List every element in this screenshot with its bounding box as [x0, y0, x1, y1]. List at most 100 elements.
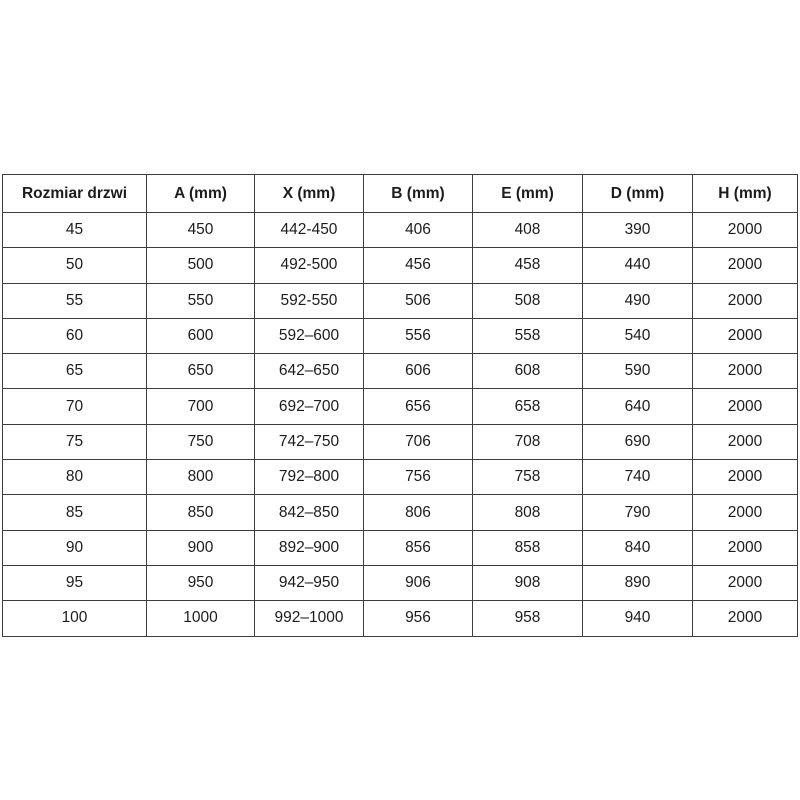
table-cell: 2000	[692, 423, 798, 461]
table-cell: 2000	[692, 529, 798, 566]
table-cell: 65	[2, 353, 147, 390]
table-cell: 100	[2, 600, 147, 637]
table-cell: 2000	[692, 459, 798, 496]
table-cell: 858	[472, 529, 583, 566]
table-cell: 508	[472, 282, 583, 319]
table-cell: 90	[2, 529, 147, 566]
table-row: 50 500 492-500 456 458 440 2000	[2, 247, 798, 284]
table-cell: 806	[363, 494, 473, 531]
table-cell: 842–850	[254, 494, 364, 531]
table-cell: 756	[363, 459, 473, 496]
table-cell: 800	[146, 459, 255, 496]
table-cell: 558	[472, 317, 583, 355]
column-header: X (mm)	[254, 174, 364, 213]
column-header: Rozmiar drzwi	[2, 174, 147, 213]
table-cell: 908	[472, 564, 583, 602]
table-cell: 406	[363, 211, 473, 249]
table-cell: 992–1000	[254, 600, 364, 637]
table-cell: 408	[472, 211, 583, 249]
column-header: H (mm)	[692, 174, 798, 213]
table-cell: 950	[146, 564, 255, 602]
table-cell: 458	[472, 247, 583, 284]
column-header: A (mm)	[146, 174, 255, 213]
table-cell: 2000	[692, 494, 798, 531]
table-cell: 942–950	[254, 564, 364, 602]
table-cell: 658	[472, 388, 583, 425]
table-row: 45 450 442-450 406 408 390 2000	[2, 211, 798, 249]
table-cell: 70	[2, 388, 147, 425]
table-cell: 45	[2, 211, 147, 249]
table-cell: 892–900	[254, 529, 364, 566]
table-cell: 900	[146, 529, 255, 566]
column-header: D (mm)	[582, 174, 693, 213]
table-cell: 740	[582, 459, 693, 496]
table-cell: 492-500	[254, 247, 364, 284]
table-cell: 2000	[692, 564, 798, 602]
table-cell: 590	[582, 353, 693, 390]
door-size-table: Rozmiar drzwi A (mm) X (mm) B (mm) E (mm) D (…	[2, 174, 798, 637]
table-row: 55 550 592-550 506 508 490 2000	[2, 282, 798, 319]
table-cell: 708	[472, 423, 583, 461]
table-cell: 906	[363, 564, 473, 602]
table-cell: 2000	[692, 211, 798, 249]
table-cell: 790	[582, 494, 693, 531]
table-row: 60 600 592–600 556 558 540 2000	[2, 317, 798, 355]
table-cell: 700	[146, 388, 255, 425]
table-cell: 60	[2, 317, 147, 355]
table-cell: 940	[582, 600, 693, 637]
table-cell: 442-450	[254, 211, 364, 249]
table-cell: 850	[146, 494, 255, 531]
table-row: 95 950 942–950 906 908 890 2000	[2, 564, 798, 602]
table-cell: 592-550	[254, 282, 364, 319]
table-cell: 1000	[146, 600, 255, 637]
table-cell: 2000	[692, 317, 798, 355]
table-cell: 2000	[692, 388, 798, 425]
table-cell: 956	[363, 600, 473, 637]
table-cell: 2000	[692, 247, 798, 284]
table-cell: 556	[363, 317, 473, 355]
table-cell: 456	[363, 247, 473, 284]
table-cell: 656	[363, 388, 473, 425]
table-cell: 706	[363, 423, 473, 461]
table-cell: 540	[582, 317, 693, 355]
table-cell: 592–600	[254, 317, 364, 355]
table-row: 80 800 792–800 756 758 740 2000	[2, 459, 798, 496]
table-cell: 2000	[692, 353, 798, 390]
table-cell: 2000	[692, 600, 798, 637]
table-cell: 958	[472, 600, 583, 637]
table-cell: 506	[363, 282, 473, 319]
table-cell: 856	[363, 529, 473, 566]
table-cell: 640	[582, 388, 693, 425]
table-cell: 85	[2, 494, 147, 531]
table-cell: 890	[582, 564, 693, 602]
table-row: 90 900 892–900 856 858 840 2000	[2, 529, 798, 566]
table-cell: 642–650	[254, 353, 364, 390]
table-row: 85 850 842–850 806 808 790 2000	[2, 494, 798, 531]
table-cell: 742–750	[254, 423, 364, 461]
table-row: 70 700 692–700 656 658 640 2000	[2, 388, 798, 425]
table-cell: 750	[146, 423, 255, 461]
table-cell: 600	[146, 317, 255, 355]
table-cell: 692–700	[254, 388, 364, 425]
table-cell: 690	[582, 423, 693, 461]
table-cell: 550	[146, 282, 255, 319]
table-cell: 75	[2, 423, 147, 461]
table-row: 75 750 742–750 706 708 690 2000	[2, 423, 798, 461]
table-cell: 2000	[692, 282, 798, 319]
table-cell: 840	[582, 529, 693, 566]
table-cell: 650	[146, 353, 255, 390]
table-cell: 95	[2, 564, 147, 602]
table-cell: 450	[146, 211, 255, 249]
table-header-row: Rozmiar drzwi A (mm) X (mm) B (mm) E (mm) D (…	[2, 174, 798, 213]
table-cell: 808	[472, 494, 583, 531]
table-cell: 758	[472, 459, 583, 496]
column-header: E (mm)	[472, 174, 583, 213]
column-header: B (mm)	[363, 174, 473, 213]
table-cell: 490	[582, 282, 693, 319]
table-row: 100 1000 992–1000 956 958 940 2000	[2, 600, 798, 637]
table-cell: 792–800	[254, 459, 364, 496]
table-cell: 80	[2, 459, 147, 496]
table-cell: 440	[582, 247, 693, 284]
table-cell: 608	[472, 353, 583, 390]
table-cell: 50	[2, 247, 147, 284]
